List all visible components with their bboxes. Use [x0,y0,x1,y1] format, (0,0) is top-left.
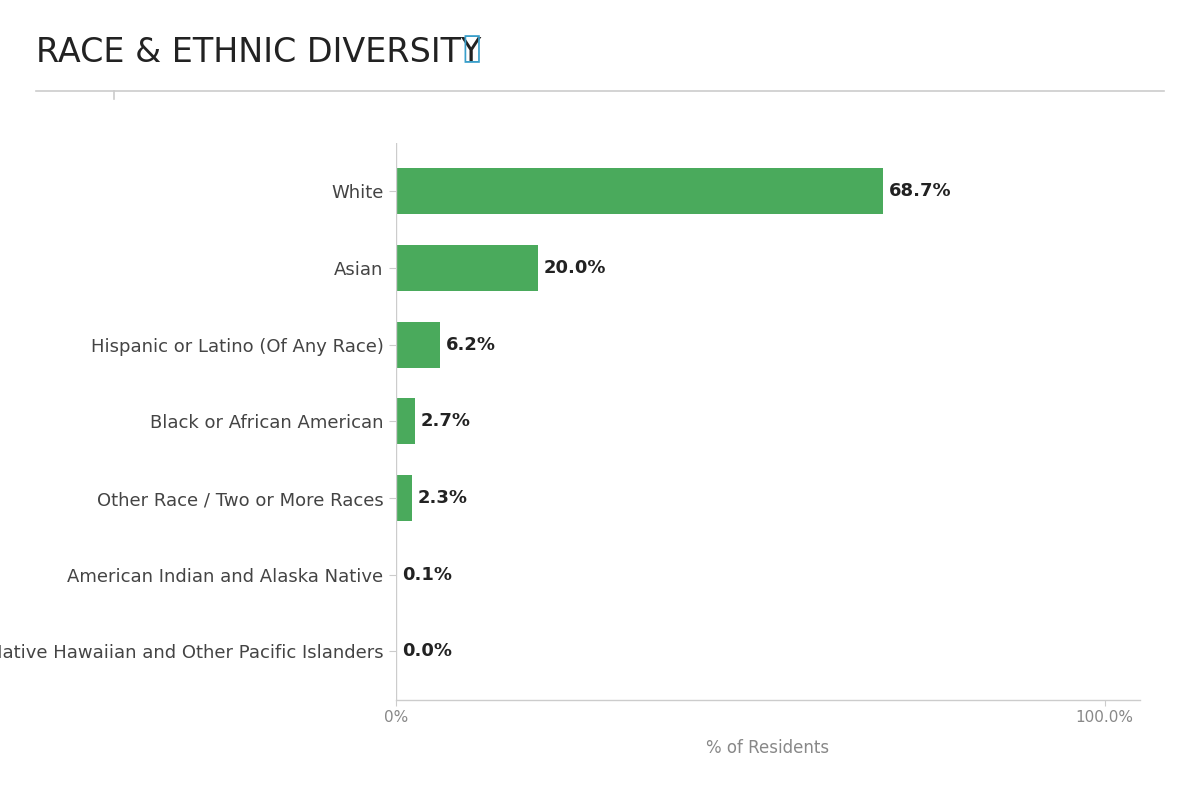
Text: 2.3%: 2.3% [418,489,468,507]
Text: 0.1%: 0.1% [402,566,452,584]
Bar [396,398,415,444]
Text: 6.2%: 6.2% [445,335,496,354]
Bar [396,169,883,215]
Text: ⓘ: ⓘ [462,34,480,63]
Bar [396,475,413,521]
X-axis label: % of Residents: % of Residents [707,739,829,757]
Bar [396,322,440,368]
Bar [396,245,538,291]
Text: 0.0%: 0.0% [402,642,451,661]
Text: 2.7%: 2.7% [421,413,470,430]
Text: 68.7%: 68.7% [888,182,952,200]
Text: RACE & ETHNIC DIVERSITY: RACE & ETHNIC DIVERSITY [36,36,481,69]
Text: 20.0%: 20.0% [544,259,606,277]
